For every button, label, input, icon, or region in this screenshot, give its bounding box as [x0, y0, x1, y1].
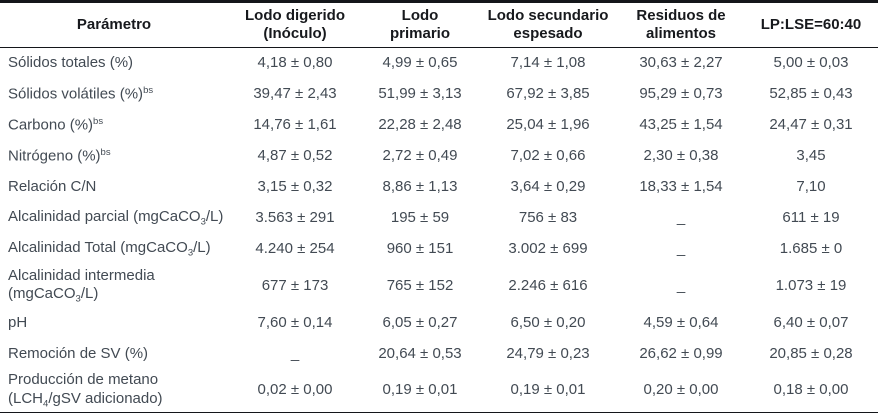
value-cell: 0,02 ± 0,00 [257, 381, 333, 399]
value-cell: 1.073 ± 19 [775, 277, 847, 295]
table-row: pH 7,60 ± 0,14 6,05 ± 0,27 6,50 ± 0,20 4,59 … [0, 307, 878, 338]
value-cell: 4,59 ± 0,64 [643, 313, 719, 331]
table-row: Nitrógeno (%)bs 4,87 ± 0,52 2,72 ± 0,49 7,0… [0, 141, 878, 172]
param-cell: Producción de metano (LCH4/gSV adicionado… [8, 371, 163, 410]
value-cell: _ [676, 240, 686, 258]
param-cell: Alcalinidad parcial (mgCaCO3/L) [8, 208, 224, 228]
value-cell: _ [290, 344, 300, 362]
column-header-parametro: Parámetro [0, 1, 228, 48]
value-cell: 95,29 ± 0,73 [639, 85, 723, 103]
value-cell: 7,02 ± 0,66 [510, 147, 586, 165]
param-cell: Nitrógeno (%)bs [8, 147, 111, 165]
value-cell: 4,87 ± 0,52 [257, 147, 333, 165]
value-cell: _ [676, 277, 686, 295]
value-cell: 6,40 ± 0,07 [773, 313, 849, 331]
table-row: Remoción de SV (%) _ 20,64 ± 0,53 24,79 ± 0… [0, 338, 878, 369]
value-cell: 3,45 [796, 147, 826, 165]
param-cell: Relación C/N [8, 178, 97, 196]
value-cell: 0,18 ± 0,00 [773, 381, 849, 399]
param-cell: pH [8, 313, 28, 331]
value-cell: 3,64 ± 0,29 [510, 178, 586, 196]
table-row: Alcalinidad intermedia (mgCaCO3/L) 677 ± 1… [0, 265, 878, 307]
table-row: Sólidos totales (%) 4,18 ± 0,80 4,99 ± 0,6… [0, 48, 878, 80]
value-cell: 39,47 ± 2,43 [253, 85, 337, 103]
value-cell: 0,19 ± 0,01 [382, 381, 458, 399]
value-cell: 195 ± 59 [390, 209, 450, 227]
value-cell: 22,28 ± 2,48 [378, 116, 462, 134]
value-cell: 6,50 ± 0,20 [510, 313, 586, 331]
value-cell: 2,72 ± 0,49 [382, 147, 458, 165]
value-cell: 0,19 ± 0,01 [510, 381, 586, 399]
table-row: Relación C/N 3,15 ± 0,32 8,86 ± 1,13 3,64 ±… [0, 172, 878, 203]
table-header: Parámetro Lodo digerido (Inóculo) Lodo prima… [0, 1, 878, 48]
param-cell: Sólidos totales (%) [8, 54, 134, 72]
value-cell: 26,62 ± 0,99 [639, 344, 723, 362]
value-cell: 24,47 ± 0,31 [769, 116, 853, 134]
value-cell: 1.685 ± 0 [779, 240, 843, 258]
table-body: Sólidos totales (%) 4,18 ± 0,80 4,99 ± 0,6… [0, 48, 878, 413]
table-row: Alcalinidad Total (mgCaCO3/L) 4.240 ± 254… [0, 234, 878, 265]
value-cell: 2.246 ± 616 [508, 277, 588, 295]
value-cell: 611 ± 19 [782, 209, 840, 227]
value-cell: 3.563 ± 291 [255, 209, 335, 227]
value-cell: 4.240 ± 254 [255, 240, 335, 258]
table-row: Sólidos volátiles (%)bs 39,47 ± 2,43 51,99… [0, 79, 878, 110]
value-cell: 8,86 ± 1,13 [382, 178, 458, 196]
value-cell: 7,60 ± 0,14 [257, 313, 333, 331]
value-cell: 6,05 ± 0,27 [382, 313, 458, 331]
param-cell: Alcalinidad Total (mgCaCO3/L) [8, 239, 211, 259]
value-cell: _ [676, 209, 686, 227]
value-cell: 677 ± 173 [261, 277, 329, 295]
value-cell: 25,04 ± 1,96 [506, 116, 590, 134]
param-cell: Carbono (%)bs [8, 116, 104, 134]
column-header-lodo-digerido-inoculo: Lodo digerido (Inóculo) [228, 1, 362, 48]
value-cell: 24,79 ± 0,23 [506, 344, 590, 362]
column-header-lp-lse-60-40: LP:LSE=60:40 [744, 1, 878, 48]
param-cell: Alcalinidad intermedia (mgCaCO3/L) [8, 267, 155, 305]
value-cell: 30,63 ± 2,27 [639, 54, 723, 72]
value-cell: 2,30 ± 0,38 [643, 147, 719, 165]
column-header-residuos-de-alimentos: Residuos de alimentos [618, 1, 744, 48]
header-row: Parámetro Lodo digerido (Inóculo) Lodo prima… [0, 1, 878, 48]
value-cell: 20,85 ± 0,28 [769, 344, 853, 362]
value-cell: 52,85 ± 0,43 [769, 85, 853, 103]
table-row: Alcalinidad parcial (mgCaCO3/L) 3.563 ± 2… [0, 203, 878, 234]
param-cell: Remoción de SV (%) [8, 344, 149, 362]
value-cell: 7,10 [796, 178, 826, 196]
value-cell: 3,15 ± 0,32 [257, 178, 333, 196]
value-cell: 4,18 ± 0,80 [257, 54, 333, 72]
column-header-lodo-primario: Lodo primario [362, 1, 478, 48]
value-cell: 765 ± 152 [386, 277, 454, 295]
value-cell: 5,00 ± 0,03 [773, 54, 849, 72]
value-cell: 14,76 ± 1,61 [253, 116, 337, 134]
value-cell: 960 ± 151 [386, 240, 454, 258]
value-cell: 67,92 ± 3,85 [506, 85, 590, 103]
table-row: Producción de metano (LCH4/gSV adicionado… [0, 369, 878, 412]
value-cell: 756 ± 83 [518, 209, 578, 227]
value-cell: 3.002 ± 699 [508, 240, 588, 258]
column-header-lodo-secundario-espesado: Lodo secundario espesado [478, 1, 618, 48]
value-cell: 20,64 ± 0,53 [378, 344, 462, 362]
value-cell: 51,99 ± 3,13 [378, 85, 462, 103]
table-row: Carbono (%)bs 14,76 ± 1,61 22,28 ± 2,48 25,… [0, 110, 878, 141]
value-cell: 0,20 ± 0,00 [643, 381, 719, 399]
value-cell: 18,33 ± 1,54 [639, 178, 723, 196]
value-cell: 7,14 ± 1,08 [510, 54, 586, 72]
value-cell: 43,25 ± 1,54 [639, 116, 723, 134]
value-cell: 4,99 ± 0,65 [382, 54, 458, 72]
param-cell: Sólidos volátiles (%)bs [8, 85, 154, 103]
